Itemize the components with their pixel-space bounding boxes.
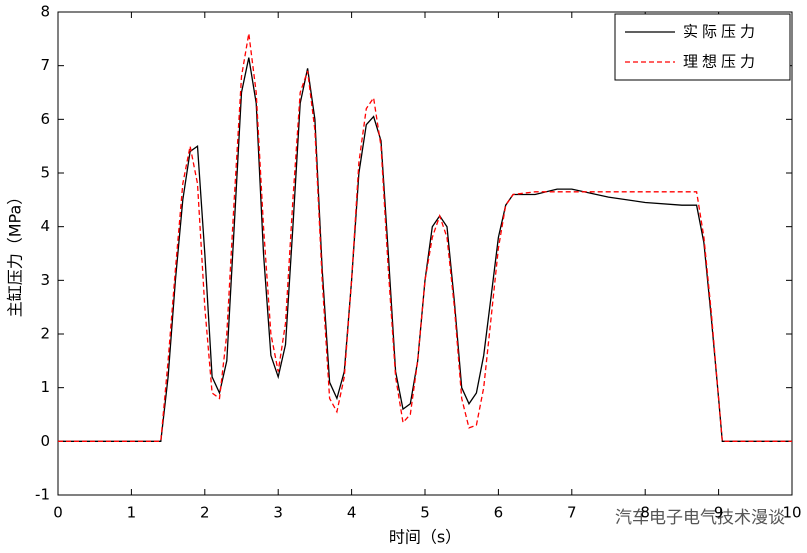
y-tick-label: 1 (40, 378, 50, 396)
x-tick-label: 3 (273, 504, 283, 522)
y-tick-label: 3 (40, 271, 50, 289)
x-tick-label: 10 (782, 504, 801, 522)
series-line (58, 57, 792, 442)
x-tick-label: 6 (494, 504, 504, 522)
y-tick-label: 5 (40, 164, 50, 182)
x-tick-label: 9 (714, 504, 724, 522)
y-tick-label: 6 (40, 110, 50, 128)
x-tick-label: 4 (347, 504, 357, 522)
x-tick-label: 0 (53, 504, 63, 522)
x-tick-label: 7 (567, 504, 577, 522)
series-line (58, 33, 792, 442)
legend-box (614, 13, 791, 81)
x-tick-label: 2 (200, 504, 210, 522)
x-tick-label: 1 (127, 504, 137, 522)
x-tick-label: 8 (640, 504, 650, 522)
y-tick-label: 7 (40, 56, 50, 74)
legend-label: 理想压力 (683, 53, 759, 71)
y-tick-label: 2 (40, 325, 50, 343)
x-tick-label: 5 (420, 504, 430, 522)
watermark: 汽车电子电气技术漫谈 (615, 508, 785, 528)
y-tick-label: 8 (40, 3, 50, 21)
plot-frame (57, 11, 793, 496)
x-axis-title: 时间（s） (389, 528, 461, 547)
legend-label: 实际压力 (683, 23, 759, 41)
y-tick-label: -1 (35, 486, 50, 504)
y-axis-title: 主缸压力（MPa） (6, 189, 25, 318)
y-tick-label: 4 (40, 217, 50, 235)
y-tick-label: 0 (40, 432, 50, 450)
